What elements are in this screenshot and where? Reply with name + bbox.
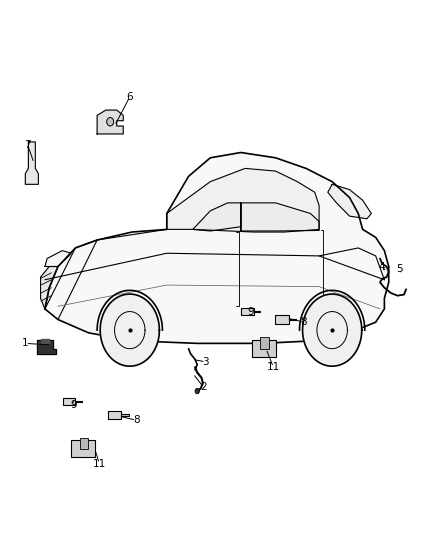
Polygon shape	[121, 414, 129, 416]
Bar	[252, 340, 276, 357]
Polygon shape	[37, 340, 56, 354]
Text: 5: 5	[396, 264, 403, 274]
Polygon shape	[75, 401, 82, 402]
Polygon shape	[241, 203, 319, 231]
Text: 7: 7	[24, 140, 31, 150]
Text: 1: 1	[22, 338, 28, 349]
Polygon shape	[167, 168, 319, 232]
Text: 9: 9	[247, 306, 254, 317]
Text: 4: 4	[379, 262, 385, 271]
Bar	[241, 308, 254, 316]
Bar	[80, 438, 88, 449]
Polygon shape	[45, 251, 71, 266]
Polygon shape	[289, 319, 296, 320]
Polygon shape	[25, 142, 39, 184]
Bar	[108, 411, 121, 419]
Polygon shape	[45, 152, 389, 343]
Text: 6: 6	[127, 92, 133, 102]
Polygon shape	[328, 184, 371, 219]
Text: 8: 8	[133, 415, 140, 425]
Circle shape	[107, 117, 114, 126]
Text: 8: 8	[300, 317, 307, 327]
Polygon shape	[41, 266, 58, 309]
Text: 2: 2	[201, 382, 207, 392]
Polygon shape	[100, 294, 159, 366]
Polygon shape	[254, 311, 260, 312]
Circle shape	[195, 389, 199, 394]
Polygon shape	[193, 203, 241, 231]
Bar	[41, 339, 49, 343]
Text: 3: 3	[203, 357, 209, 367]
Bar	[63, 398, 75, 406]
Polygon shape	[97, 110, 123, 134]
Bar	[71, 440, 95, 457]
Bar	[260, 337, 269, 349]
Polygon shape	[303, 294, 362, 366]
Text: 11: 11	[93, 459, 106, 469]
Bar	[276, 316, 289, 324]
Text: 11: 11	[267, 362, 280, 372]
Text: 9: 9	[70, 400, 77, 410]
